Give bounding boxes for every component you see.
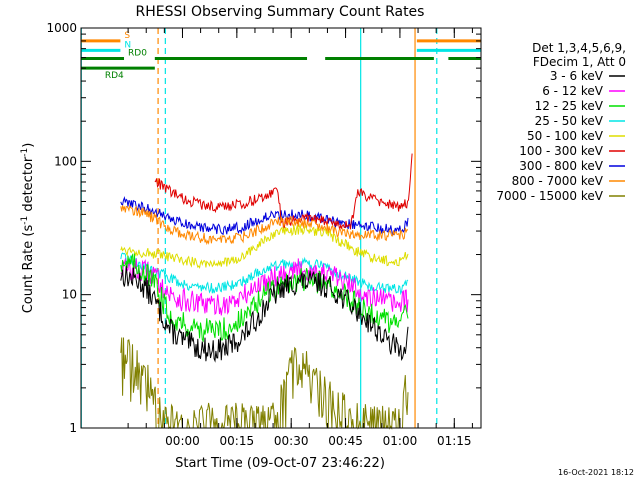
series-line-3 [120,252,409,296]
y-label-main: Count Rate (s [21,225,36,314]
series-line-1 [120,257,409,316]
series-line-6 [120,196,409,236]
legend-header-line-0: Det 1,3,4,5,6,9, [532,41,626,55]
y-tick-label-3: 1000 [46,21,77,35]
chart-title: RHESSI Observing Summary Count Rates [136,4,425,20]
state-bar-label-s: S [124,31,130,41]
legend-label-2: 12 - 25 keV [535,99,604,113]
legend-label-5: 100 - 300 keV [519,144,603,158]
series-line-7 [120,204,409,246]
axes: 1 10 100 1000 00:00 00:15 00:30 00:45 01:00 01:15 [46,21,482,448]
series-line-4 [120,224,409,269]
series-line-0 [120,265,409,363]
y-label-mid: detector [21,156,36,216]
y-label-sup1: -1 [20,216,30,225]
series-line-8 [120,337,409,430]
series-line-2 [120,253,409,343]
footer-timestamp: 16-Oct-2021 18:12 [558,468,634,477]
y-label-sup2: -1 [20,148,30,157]
legend-label-0: 3 - 6 keV [550,69,604,83]
y-tick-label-2: 100 [54,154,77,168]
legend: Det 1,3,4,5,6,9,FDecim 1, Att 03 - 6 keV… [496,41,626,203]
legend-label-1: 6 - 12 keV [542,84,604,98]
y-tick-label-0: 1 [69,421,77,435]
state-bar-label-rd0: RD0 [128,49,147,59]
legend-label-7: 800 - 7000 keV [512,174,604,188]
x-axis-label: Start Time (09-Oct-07 23:46:22) [175,456,385,471]
legend-label-8: 7000 - 15000 keV [496,189,603,203]
state-bar-label-n: N [124,40,131,50]
x-tick-label-5: 01:15 [437,434,472,448]
state-bar-label-rd4: RD4 [105,71,124,81]
x-tick-label-4: 01:00 [383,434,418,448]
x-tick-label-1: 00:15 [220,434,255,448]
plot-frame [80,27,482,429]
x-tick-label-0: 00:00 [165,434,200,448]
legend-label-6: 300 - 800 keV [519,159,603,173]
legend-label-3: 25 - 50 keV [535,114,604,128]
x-tick-label-3: 00:45 [328,434,363,448]
svg-text:Count Rate (s-1 detector-1): Count Rate (s-1 detector-1) [20,143,36,314]
x-tick-label-2: 00:30 [274,434,309,448]
legend-label-4: 50 - 100 keV [527,129,604,143]
y-tick-label-1: 10 [62,288,77,302]
legend-header-line-1: FDecim 1, Att 0 [533,55,626,69]
y-label-end: ) [21,143,36,148]
series-line-5 [154,153,413,230]
y-axis-label: Count Rate (s-1 detector-1) [20,143,36,314]
